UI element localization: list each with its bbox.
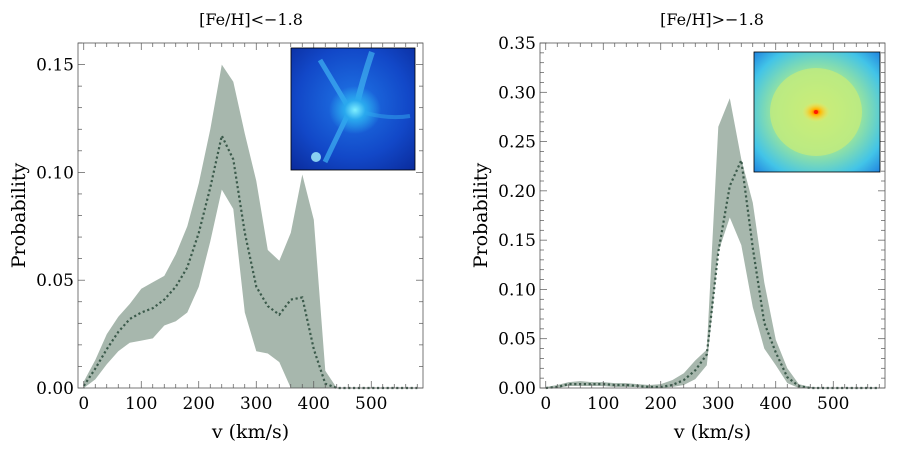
chart-panel-metal-rich: [Fe/H]>−1.8 0 100 200 300 400 500 0.00 0.05 0.10… [470,10,886,443]
x-tick-label: 100 [125,394,157,414]
y-axis-label: Probability [8,162,30,268]
x-tick-label: 200 [645,394,677,414]
chart-panel-metal-poor: [Fe/H]<−1.8 0 100 200 300 400 500 0.00 0.05 0.10… [8,10,424,443]
y-tick-label: 0.15 [498,231,536,251]
chart-title: [Fe/H]>−1.8 [660,10,764,29]
image-inset [753,51,881,173]
median-line [82,132,418,390]
plot-frame [539,42,886,389]
image-inset [290,47,416,171]
y-tick-label: 0.25 [498,133,536,153]
x-tick-label: 500 [355,394,387,414]
x-tick-label: 300 [240,394,272,414]
confidence-band [83,64,418,388]
y-tick-label: 0.00 [498,379,536,399]
x-tick-label: 0 [540,394,551,414]
x-tick-label: 400 [760,394,792,414]
y-tick-label: 0.35 [498,34,536,54]
galaxy-core [329,86,381,134]
y-tick-label: 0.15 [36,56,74,76]
y-tick-label: 0.10 [498,280,536,300]
y-tick-label: 0.10 [36,163,74,183]
x-axis-label: v (km/s) [673,421,751,443]
x-tick-label: 500 [817,394,849,414]
plot-area: 0 100 200 300 400 500 0.00 0.05 0.10 0.15 v (km/s)… [8,42,424,443]
plot-area: 0 100 200 300 400 500 0.00 0.05 0.10 0.15 0.20 0.25… [470,34,886,443]
x-tick-label: 200 [183,394,215,414]
x-tick-label: 100 [587,394,619,414]
confidence-band [545,98,880,388]
x-tick-label: 400 [298,394,330,414]
x-axis-label: v (km/s) [211,421,289,443]
x-tick-label: 300 [702,394,734,414]
chart-title: [Fe/H]<−1.8 [199,10,303,29]
y-tick-label: 0.30 [498,83,536,103]
y-tick-label: 0.05 [498,330,536,350]
y-tick-label: 0.00 [36,379,74,399]
y-axis-label: Probability [470,162,492,268]
x-tick-label: 0 [78,394,89,414]
y-tick-label: 0.05 [36,271,74,291]
y-tick-label: 0.20 [498,182,536,202]
